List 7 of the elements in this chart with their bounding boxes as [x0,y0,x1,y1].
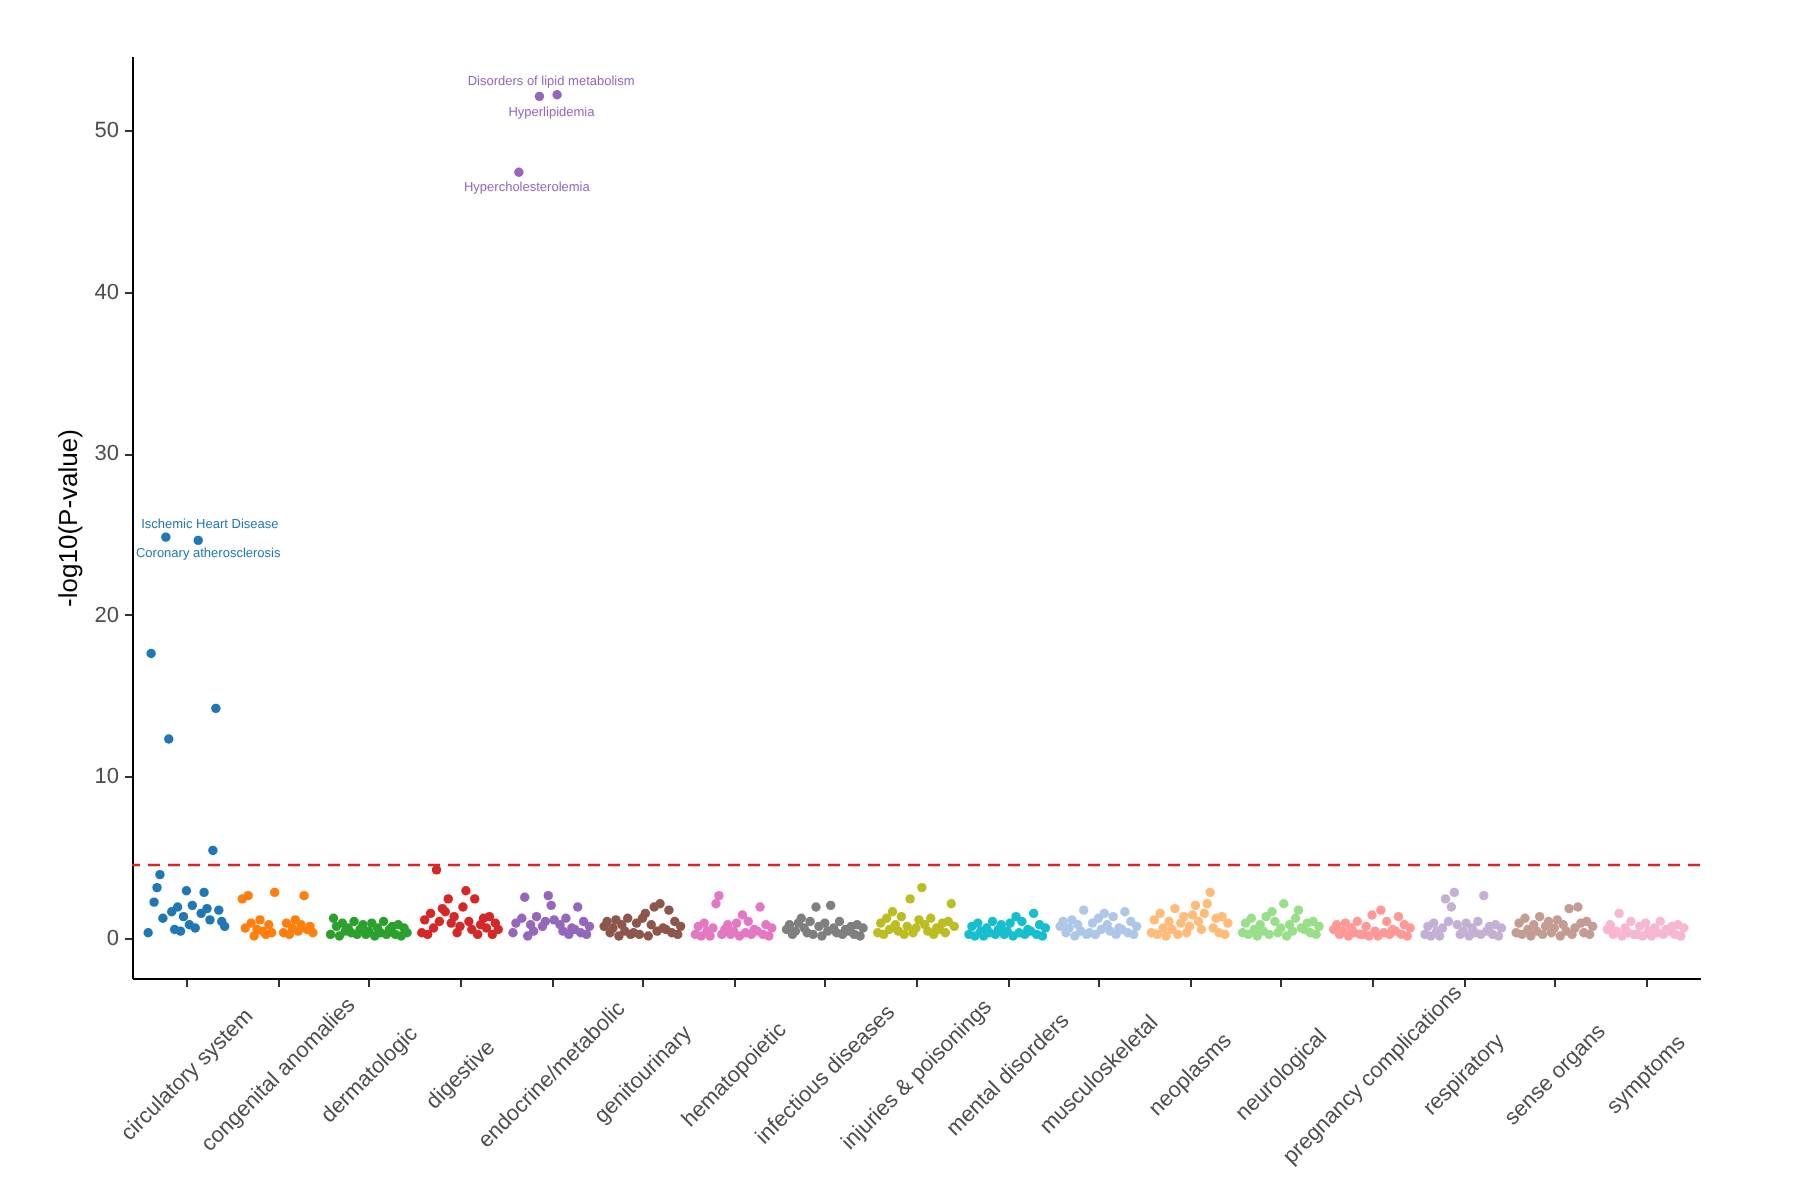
y-tick-label: 40 [94,280,119,305]
y-tick-label: 20 [94,603,119,628]
y-tick-label: 0 [106,926,119,951]
y-tick-label: 30 [94,442,119,467]
y-tick-label: 50 [94,119,119,144]
y-axis-title: -log10(P-value) [52,429,83,607]
y-tick-label: 10 [94,765,119,790]
